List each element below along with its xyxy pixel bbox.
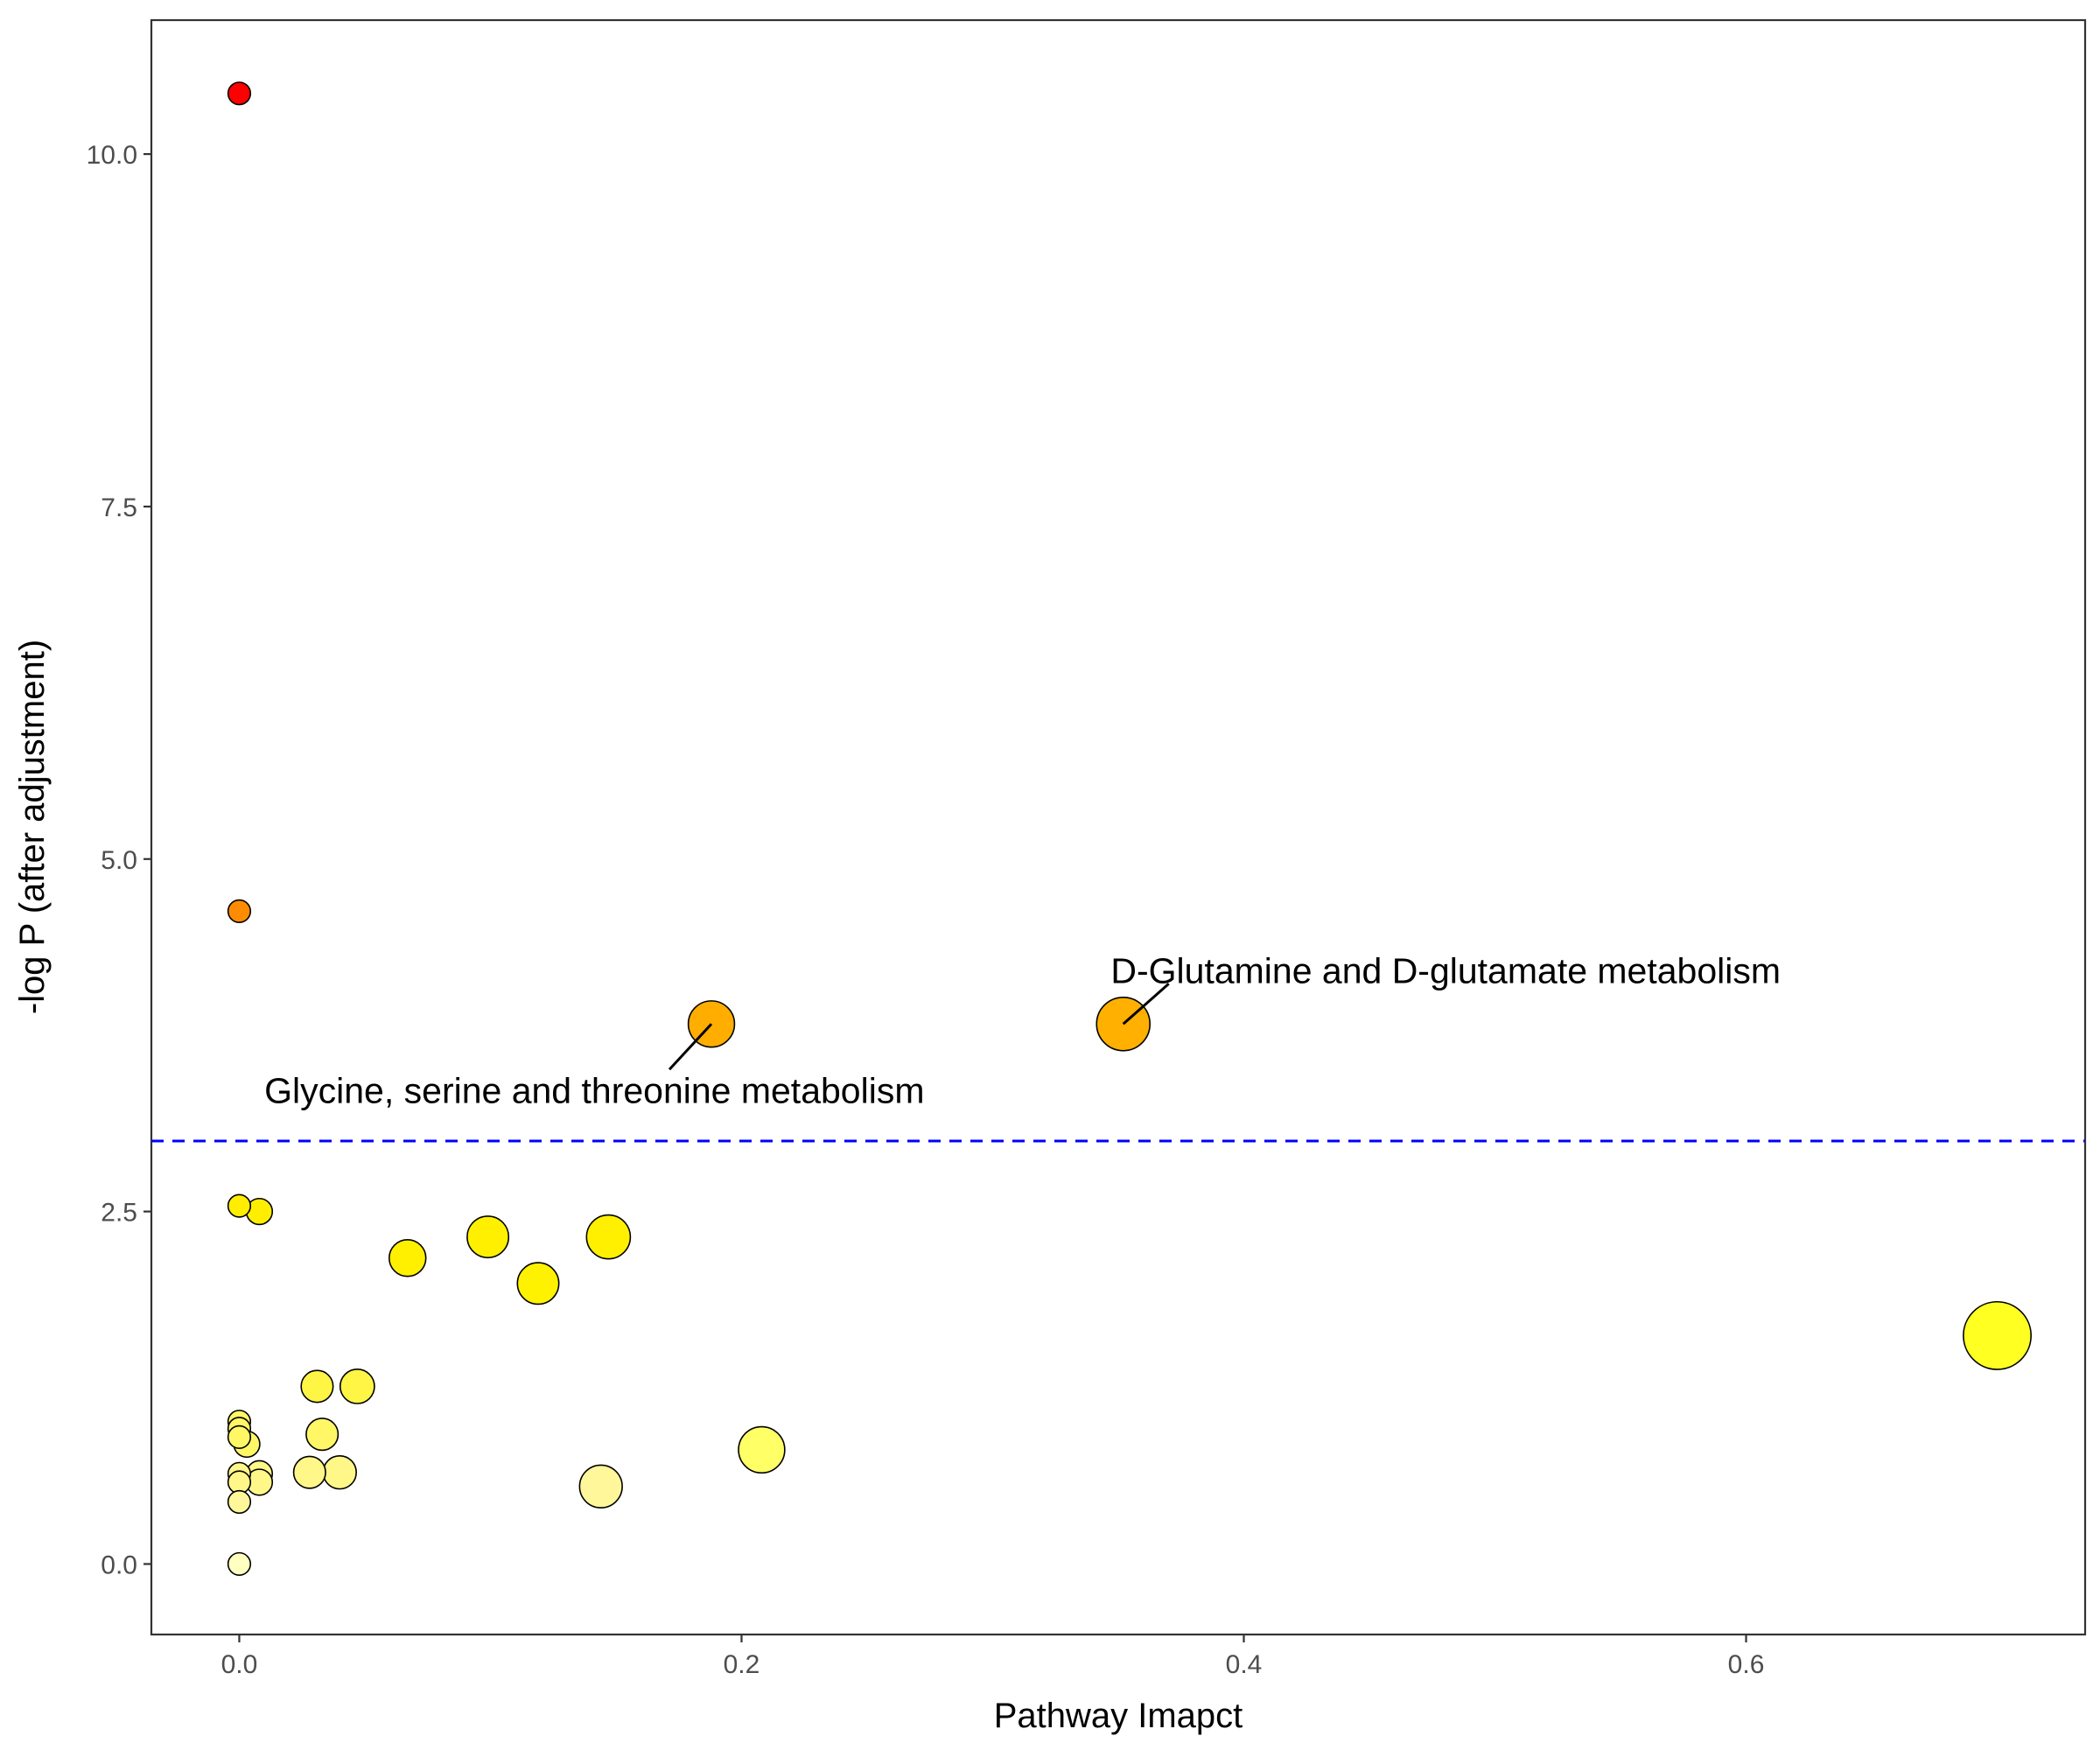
- y-tick-label: 2.5: [101, 1199, 137, 1228]
- data-point: [585, 1214, 632, 1260]
- data-point: [227, 1424, 252, 1450]
- data-point: [227, 1551, 252, 1577]
- x-axis-title: Pathway Imapct: [994, 1697, 1243, 1735]
- data-point: [339, 1368, 375, 1404]
- data-point: [738, 1425, 786, 1474]
- data-point: [578, 1464, 623, 1508]
- y-tick-label: 10.0: [87, 141, 137, 170]
- data-point: [305, 1418, 340, 1452]
- data-point: [1963, 1300, 2032, 1370]
- plot-panel: [150, 18, 2087, 1636]
- data-point: [516, 1262, 560, 1306]
- x-tick-label: 0.6: [1728, 1650, 1765, 1679]
- data-point: [388, 1239, 427, 1278]
- annotation-leader-line: [1122, 983, 1170, 1026]
- annotation-label: D-Glutamine and D-glutamate metabolism: [1110, 951, 1781, 991]
- data-point: [227, 81, 252, 106]
- data-point: [227, 1194, 252, 1218]
- annotation-label: Glycine, serine and threonine metabolism: [264, 1071, 924, 1111]
- x-tick-label: 0.2: [724, 1650, 760, 1679]
- data-point: [292, 1455, 326, 1489]
- y-axis-title: -log P (after adjustment): [13, 640, 52, 1014]
- data-point: [227, 899, 252, 923]
- data-point: [227, 1489, 252, 1515]
- data-point: [322, 1454, 357, 1490]
- x-tick-label: 0.4: [1226, 1650, 1263, 1679]
- annotation-leader-line: [668, 1023, 713, 1071]
- y-tick-label: 0.0: [101, 1550, 137, 1579]
- y-tick-label: 7.5: [101, 494, 137, 522]
- data-point: [466, 1215, 510, 1259]
- x-tick-label: 0.0: [221, 1650, 258, 1679]
- data-point: [300, 1369, 334, 1404]
- y-tick-label: 5.0: [101, 846, 137, 875]
